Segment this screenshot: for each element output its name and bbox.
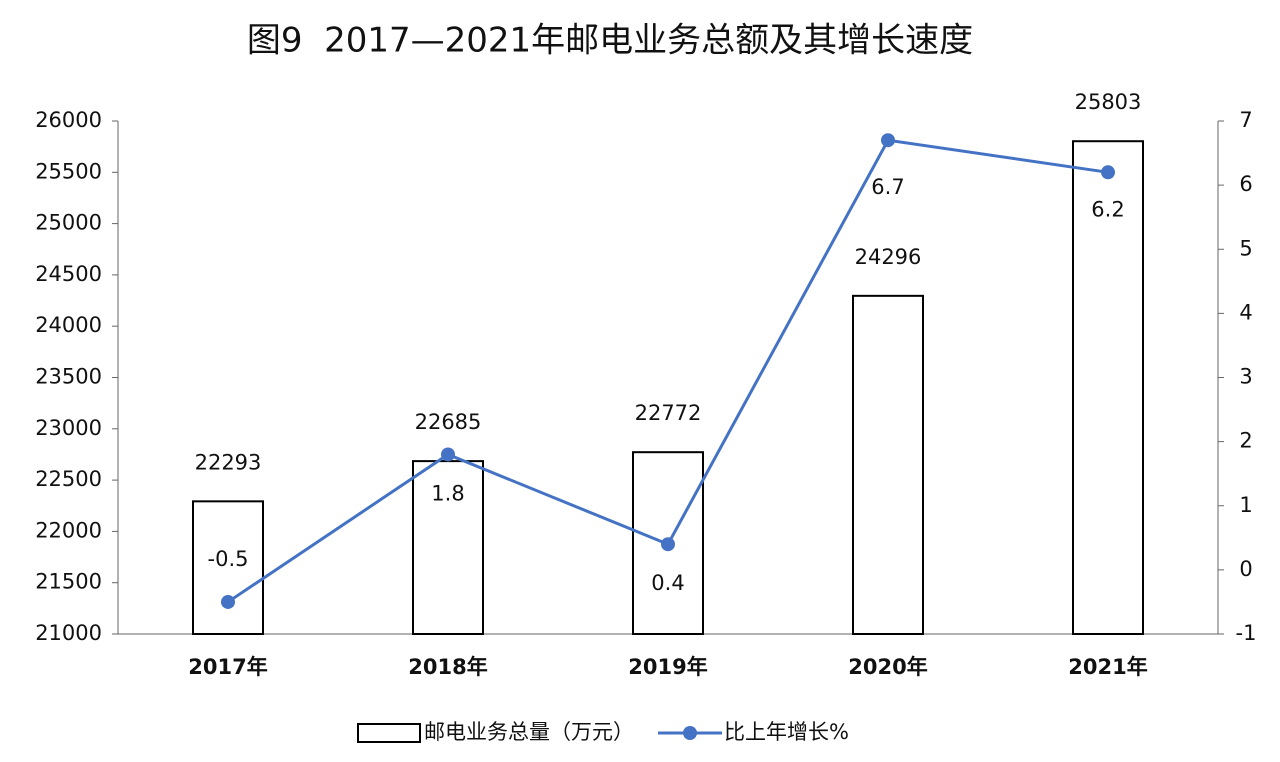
bar: [1072, 140, 1144, 636]
x-tick-label: 2021年: [1068, 655, 1147, 679]
x-tick-label: 2020年: [848, 655, 927, 679]
y-tick-label: 23500: [35, 365, 102, 389]
y2-tick-label: 0: [1239, 557, 1252, 581]
y-tick-label: 24500: [35, 262, 102, 286]
y2-tick-label: 2: [1239, 429, 1252, 453]
legend-marker: [683, 726, 697, 740]
x-tick-label: 2018年: [408, 655, 487, 679]
y-tick-label: 23000: [35, 416, 102, 440]
line-value-label: 1.8: [431, 481, 464, 505]
y-tick-label: 25000: [35, 211, 102, 235]
legend-label: 邮电业务总量（万元）: [424, 720, 634, 744]
chart-title: 图9 2017—2021年邮电业务总额及其增长速度: [247, 21, 973, 61]
line-marker: [661, 537, 675, 552]
y-tick-label: 24000: [35, 313, 102, 337]
bar: [192, 500, 264, 635]
line-value-label: -0.5: [208, 547, 249, 571]
line-value-label: 6.7: [871, 175, 904, 199]
y-tick-label: 21500: [35, 570, 102, 594]
line-marker: [881, 133, 895, 148]
y-tick-label: 22000: [35, 518, 102, 542]
bar-value-label: 22772: [635, 401, 702, 425]
legend-label: 比上年增长%: [724, 720, 849, 744]
y2-tick-label: -1: [1236, 621, 1257, 645]
bar-value-label: 22293: [195, 450, 262, 474]
line-marker: [441, 447, 455, 462]
y-tick-label: 22500: [35, 467, 102, 491]
bar-value-label: 25803: [1075, 90, 1142, 114]
line-value-label: 0.4: [651, 571, 684, 595]
y-tick-label: 25500: [35, 159, 102, 183]
bar: [852, 294, 924, 635]
line-value-label: 6.2: [1091, 197, 1124, 221]
y2-tick-label: 4: [1239, 300, 1252, 324]
y-tick-label: 26000: [35, 108, 102, 132]
y-tick-label: 21000: [35, 621, 102, 645]
legend-swatch: [357, 723, 421, 743]
y2-tick-label: 1: [1239, 493, 1252, 517]
y2-tick-label: 3: [1239, 365, 1252, 389]
bar-value-label: 24296: [855, 245, 922, 269]
y2-tick-label: 5: [1239, 236, 1252, 260]
line-marker: [1101, 165, 1115, 180]
y2-tick-label: 6: [1239, 172, 1252, 196]
x-tick-label: 2019年: [628, 655, 707, 679]
line-marker: [221, 594, 235, 609]
bar-value-label: 22685: [415, 410, 482, 434]
bar: [412, 460, 484, 635]
x-tick-label: 2017年: [188, 655, 267, 679]
y2-tick-label: 7: [1239, 108, 1252, 132]
